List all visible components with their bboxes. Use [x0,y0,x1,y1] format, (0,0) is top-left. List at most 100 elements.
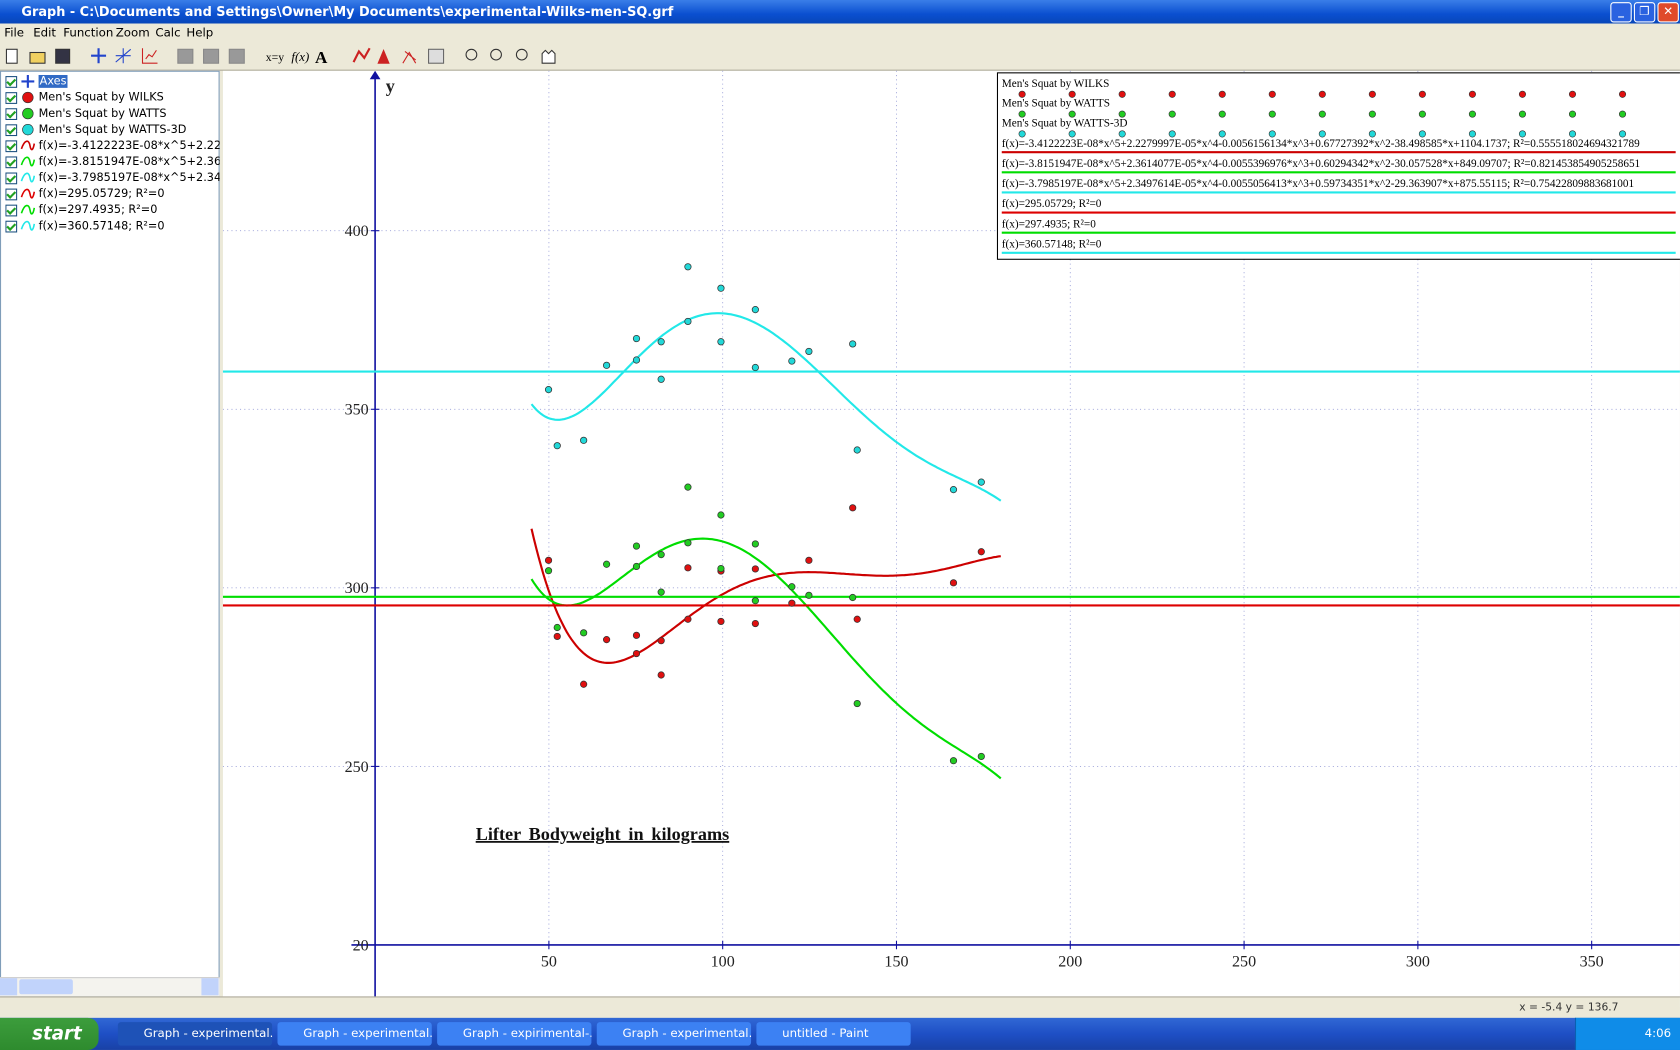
list-item[interactable]: f(x)=297.4935; R²=0 [5,202,219,218]
annotation: Lifter Bodyweight in kilograms [476,824,730,844]
maximize-button[interactable]: ❐ [1633,2,1656,23]
checkbox[interactable] [5,220,18,232]
legend-marker [1318,130,1326,138]
list-item[interactable]: f(x)=-3.8151947E-08*x^5+2.3614077 [5,154,220,170]
item-icon [20,220,36,231]
checkbox[interactable] [5,75,18,88]
checkbox[interactable] [5,107,18,120]
list-item[interactable]: Men's Squat by WATTS [5,106,219,122]
menu-item[interactable]: Help [186,25,214,40]
checkbox[interactable] [5,155,18,168]
scroll-right[interactable] [201,978,219,996]
x-tick-label: 50 [541,953,557,970]
zoom-in-icon[interactable] [465,48,478,61]
function-icon[interactable] [115,48,132,64]
legend-label: f(x)=360.57148; R²=0 [1002,238,1102,250]
list-item[interactable]: f(x)=360.57148; R²=0 [5,219,219,235]
taskbar-button[interactable]: Graph - experimental... [596,1022,752,1046]
legend-marker [1068,130,1076,138]
data-point [949,486,958,494]
data-point [632,631,641,639]
list-item[interactable]: f(x)=295.05729; R²=0 [5,186,219,202]
start-button[interactable]: start [0,1017,99,1050]
new-icon[interactable] [5,48,18,64]
data-point [751,306,759,314]
checkbox[interactable] [5,188,18,200]
close-button[interactable]: ✕ [1657,2,1679,23]
legend-box [996,72,1680,260]
item-label: f(x)=297.4935; R²=0 [38,203,158,217]
data-point [603,560,611,568]
taskbar-button[interactable]: Graph - experimental... [277,1022,432,1046]
scroll-thumb[interactable] [19,979,73,995]
zoom-fit-icon[interactable] [515,48,528,61]
legend-marker [1268,110,1276,118]
toolbar-glyph[interactable]: x=y [266,51,285,64]
scroll-left[interactable] [0,978,18,996]
list-item[interactable]: f(x)=-3.7985197E-08*x^5+2.3497614 [5,170,220,186]
item-icon [22,107,34,120]
hand-icon[interactable] [541,49,556,64]
data-point [949,579,958,587]
menu-item[interactable]: File [4,25,25,40]
list-item[interactable]: f(x)=-3.4122223E-08*x^5+2.2279997 [5,138,220,154]
minimize-button[interactable]: _ [1610,2,1632,23]
zoom-out-icon[interactable] [490,48,502,61]
data-point [657,671,665,679]
taskbar-button[interactable]: Graph - experimental... [117,1022,273,1046]
data-point [657,637,665,645]
axes-icon [21,74,35,88]
tool-icon[interactable] [177,48,194,64]
checkbox[interactable] [5,139,18,152]
checkbox[interactable] [5,204,18,216]
save-icon[interactable] [55,48,71,64]
list-item[interactable]: Men's Squat by WILKS [5,90,219,106]
checkbox[interactable] [5,91,18,104]
legend-marker [1518,90,1526,98]
horizontal-scrollbar[interactable] [0,977,220,997]
data-point [751,540,759,548]
legend-marker [1618,110,1627,118]
data-point [949,757,958,765]
y-tick-label: 250 [345,759,369,776]
toolbar-glyph[interactable]: A [315,48,328,67]
taskbar-button[interactable]: Graph - expirimental-... [437,1022,592,1046]
tool-icon[interactable] [228,48,245,64]
legend-marker [1418,130,1426,138]
data-point [603,636,611,644]
toolbar-glyph[interactable]: f(x) [291,50,309,64]
list-item[interactable]: Men's Squat by WATTS-3D [5,122,219,138]
window-title: Graph - C:\Documents and Settings\Owner\… [21,4,674,20]
legend-label: f(x)=295.05729; R²=0 [1002,198,1102,210]
series-icon[interactable] [141,48,158,64]
legend-marker [1068,110,1076,118]
checkbox[interactable] [5,171,18,184]
curve-icon [20,156,36,167]
data-point [717,511,725,519]
menu-item[interactable]: Function [63,25,114,40]
data-point [717,617,725,626]
menu-item[interactable]: Edit [33,25,57,40]
tangent-icon[interactable] [352,47,371,63]
taskbar-button[interactable]: untitled - Paint [756,1022,911,1046]
y-tick-label: 300 [345,580,369,597]
curve-icon [20,204,36,215]
shade-icon[interactable] [377,48,390,64]
data-point [684,263,692,271]
list-item[interactable]: Axes [5,74,219,90]
point-icon [22,123,34,136]
menu-item[interactable]: Zoom [115,25,150,40]
status-bar: x = -5.4 y = 136.7 [0,996,1680,1019]
data-point [751,363,759,372]
checkbox[interactable] [5,123,18,136]
item-label: Axes [38,74,68,88]
inverse-icon[interactable] [402,51,417,64]
legend-marker [1218,130,1226,138]
menu-item[interactable]: Calc [155,25,181,40]
axes-icon[interactable] [91,48,107,64]
table-icon[interactable] [428,48,445,64]
tool-icon[interactable] [203,48,220,64]
open-icon[interactable] [29,51,46,64]
curve-icon [20,188,36,199]
y-tick-label: 20 [353,937,369,954]
